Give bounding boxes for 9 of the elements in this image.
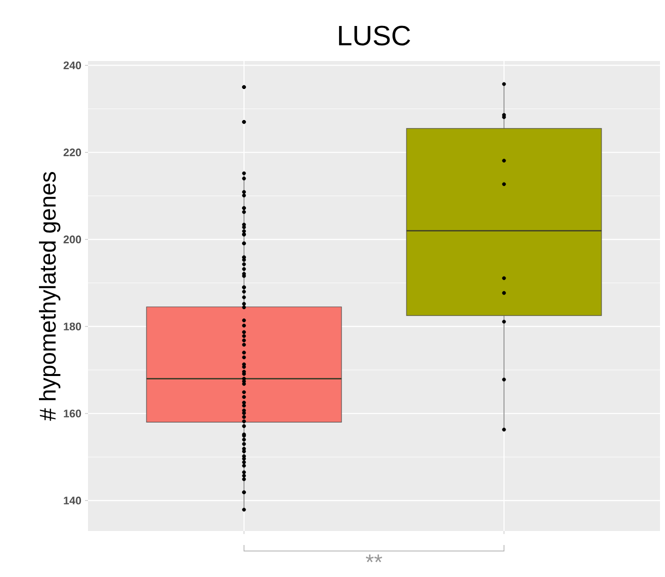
y-tick-label: 220 [64,148,82,156]
y-axis-title: # hypomethylated genes [38,172,60,421]
y-tick-label: 160 [64,410,82,418]
chart-title: LUSC [339,26,410,46]
y-tick-label: 240 [64,61,82,70]
text: ** [366,554,382,562]
y-tick-label: 140 [64,496,82,504]
y-tick-label: 180 [64,322,82,330]
y-tick-label: 200 [64,236,82,244]
